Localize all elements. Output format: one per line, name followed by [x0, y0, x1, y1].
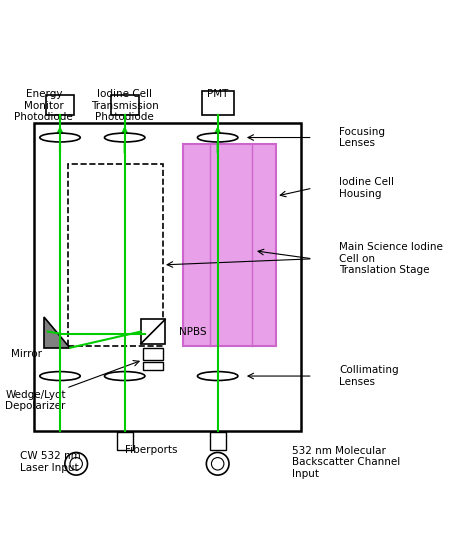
FancyBboxPatch shape — [116, 432, 133, 450]
FancyBboxPatch shape — [202, 91, 234, 115]
Text: NPBS: NPBS — [179, 326, 207, 337]
Text: Focusing
Lenses: Focusing Lenses — [339, 127, 385, 148]
Circle shape — [65, 453, 87, 475]
Text: Iodine Cell
Transmission
Photodiode: Iodine Cell Transmission Photodiode — [91, 89, 159, 122]
Ellipse shape — [40, 133, 80, 142]
Polygon shape — [44, 317, 70, 348]
FancyBboxPatch shape — [34, 124, 300, 430]
FancyBboxPatch shape — [46, 95, 74, 115]
Ellipse shape — [198, 372, 238, 381]
Text: Iodine Cell
Housing: Iodine Cell Housing — [339, 177, 394, 199]
Circle shape — [212, 458, 224, 470]
Text: 532 nm Molecular
Backscatter Channel
Input: 532 nm Molecular Backscatter Channel Inp… — [293, 445, 401, 479]
Ellipse shape — [105, 133, 145, 142]
Text: Mirror: Mirror — [11, 349, 43, 359]
FancyBboxPatch shape — [210, 432, 226, 450]
FancyBboxPatch shape — [183, 143, 276, 346]
Text: Collimating
Lenses: Collimating Lenses — [339, 365, 399, 387]
Circle shape — [70, 458, 82, 470]
Text: Energy
Monitor
Photodiode: Energy Monitor Photodiode — [14, 89, 73, 122]
Text: Wedge/Lyot
Depolarizer: Wedge/Lyot Depolarizer — [5, 389, 66, 411]
FancyBboxPatch shape — [111, 95, 139, 115]
Ellipse shape — [198, 133, 238, 142]
Ellipse shape — [40, 372, 80, 381]
Text: Fiberports: Fiberports — [125, 445, 177, 455]
Circle shape — [207, 453, 229, 475]
Text: PMT: PMT — [207, 89, 228, 99]
Ellipse shape — [105, 372, 145, 381]
FancyBboxPatch shape — [143, 348, 163, 360]
Text: Main Science Iodine
Cell on
Translation Stage: Main Science Iodine Cell on Translation … — [339, 242, 443, 275]
Text: CW 532 nm
Laser Input: CW 532 nm Laser Input — [19, 452, 80, 473]
FancyBboxPatch shape — [143, 362, 163, 370]
FancyBboxPatch shape — [141, 320, 165, 343]
